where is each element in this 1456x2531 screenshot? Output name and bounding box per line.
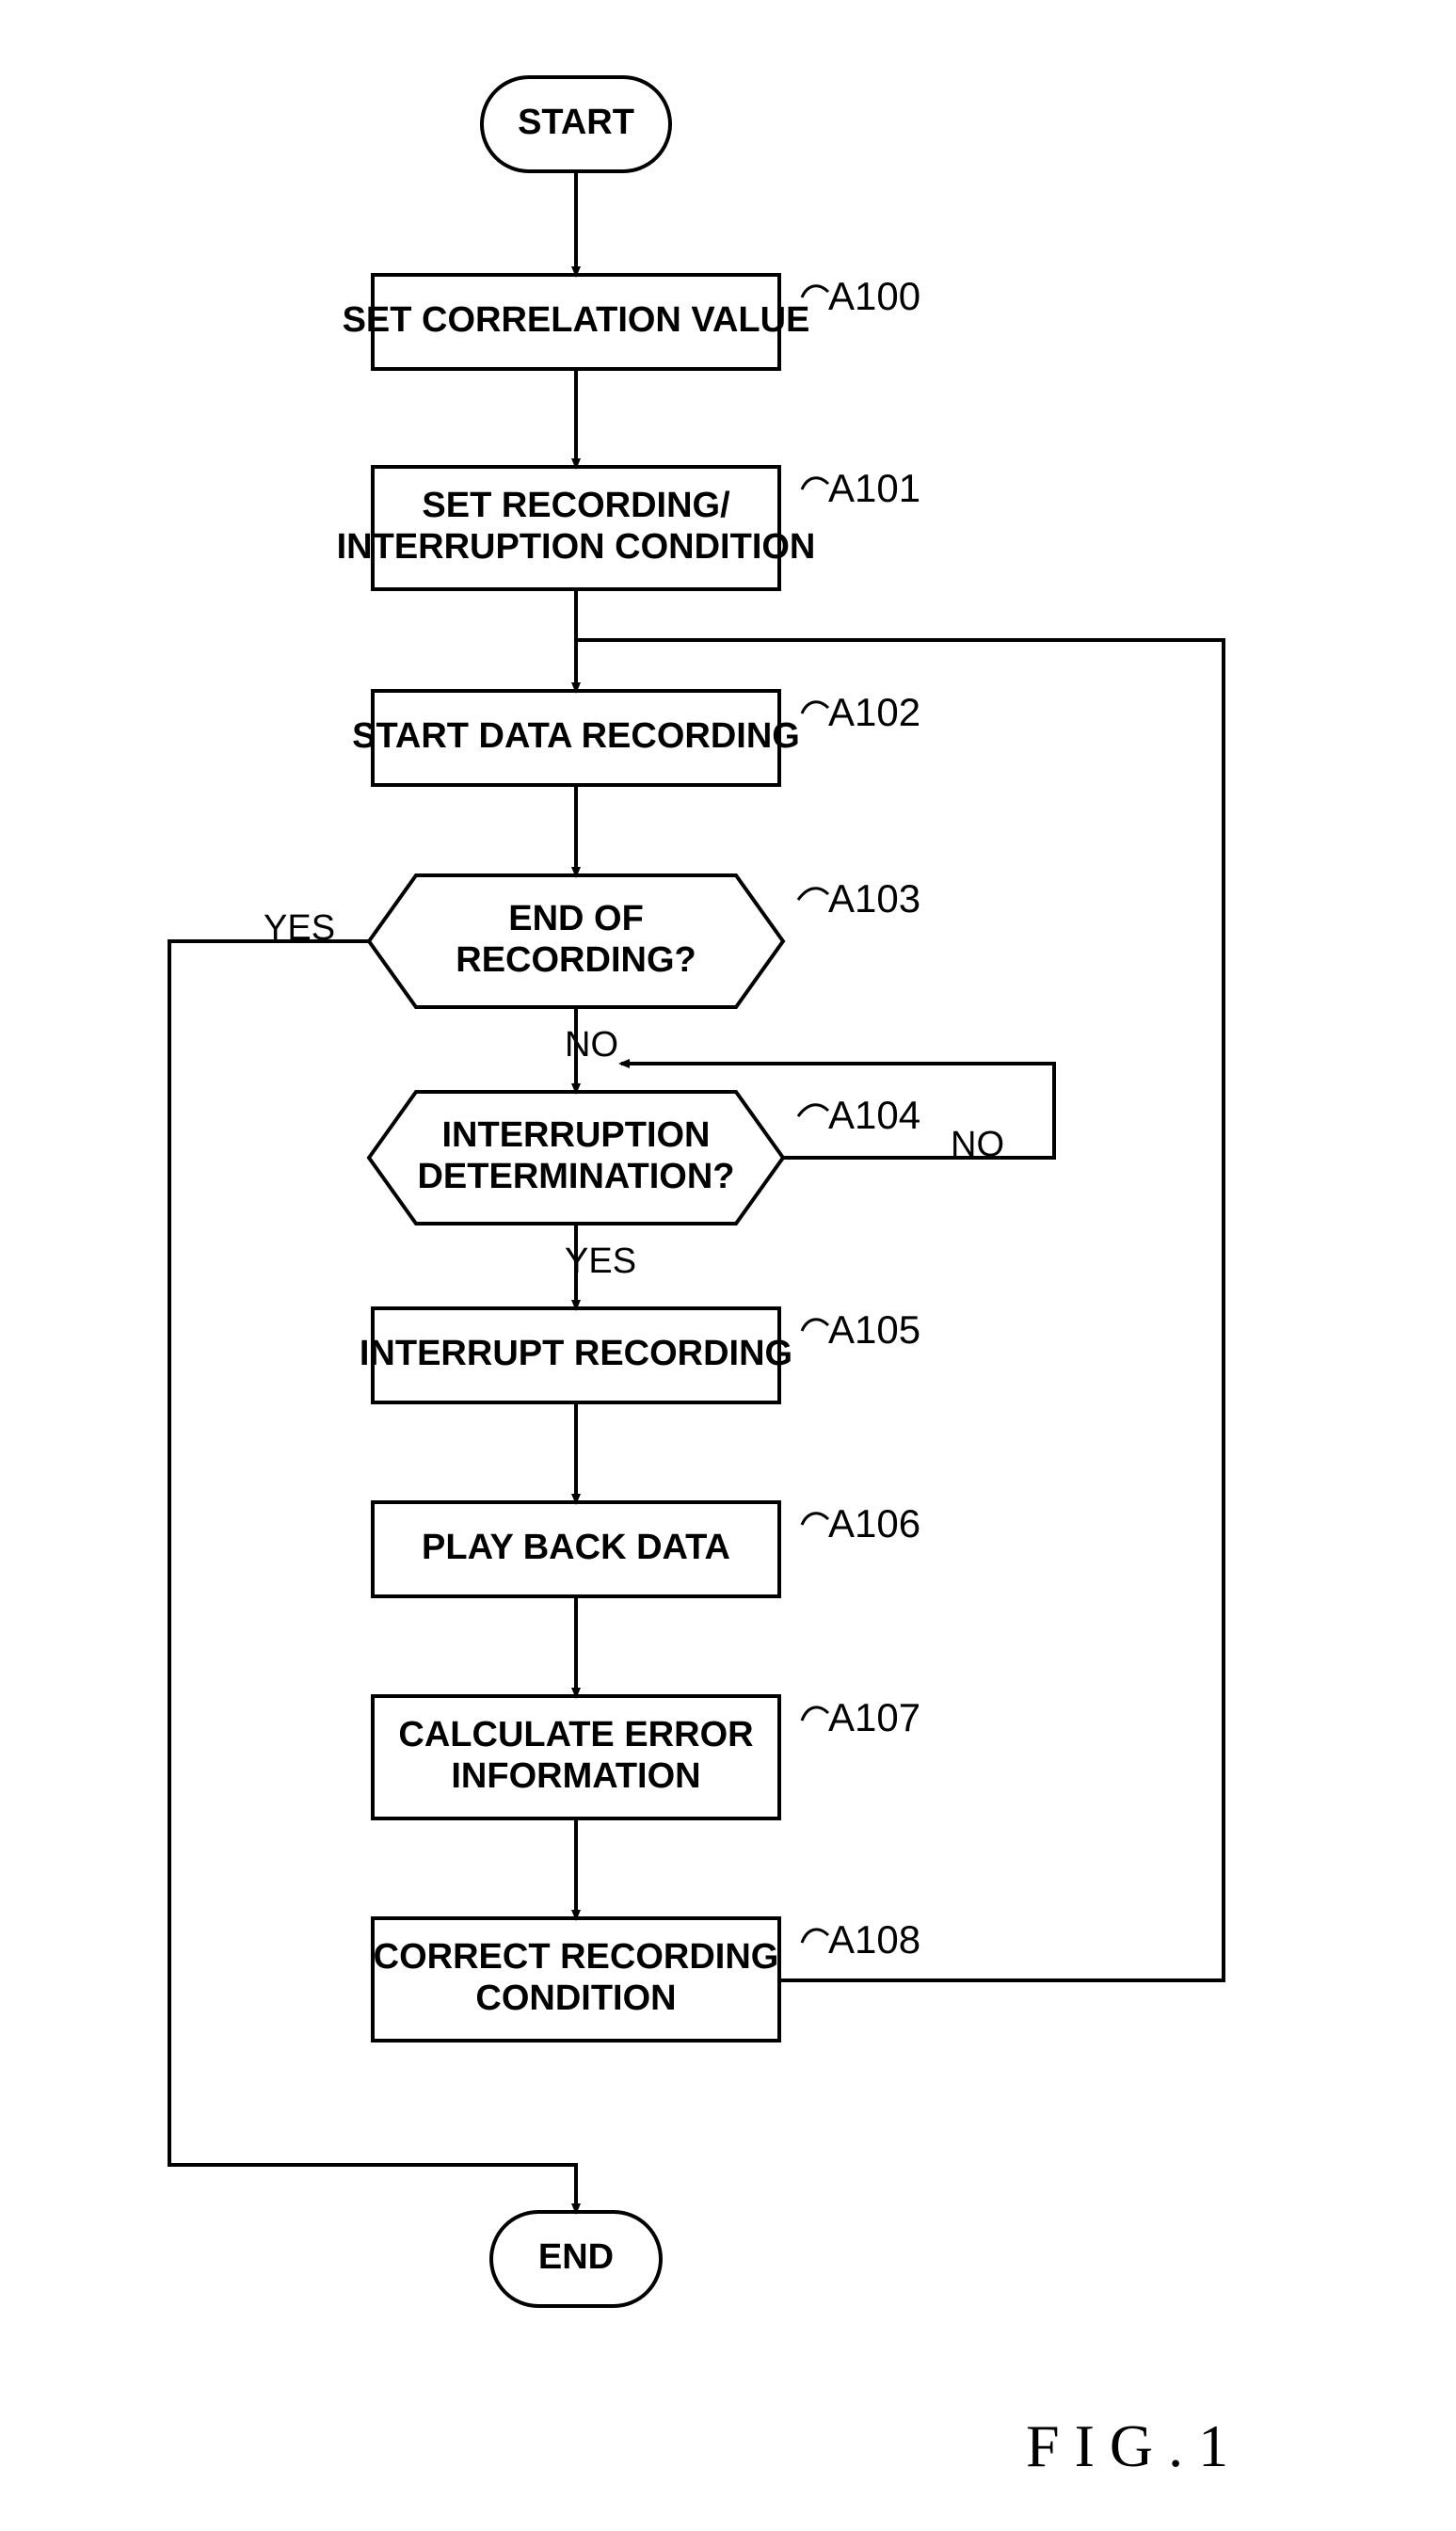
label-connector (802, 1930, 828, 1943)
process-A102-text: START DATA RECORDING (352, 716, 800, 756)
process-A101-text: INTERRUPTION CONDITION (337, 527, 816, 567)
label-A105: A105 (828, 1307, 920, 1352)
label-A103: A103 (828, 876, 920, 921)
label-A108: A108 (828, 1917, 920, 1962)
label-connector (802, 286, 828, 297)
label-A107: A107 (828, 1695, 920, 1739)
label-A104: A104 (828, 1093, 920, 1137)
decision-A103-no: NO (565, 1025, 618, 1065)
end-terminal-label: END (538, 2237, 614, 2277)
decision-A104-text: DETERMINATION? (417, 1157, 734, 1196)
label-connector (802, 702, 828, 713)
start-terminal-label: START (518, 103, 634, 142)
process-A108-text: CONDITION (475, 1978, 676, 2018)
process-A100-text: SET CORRELATION VALUE (343, 300, 810, 340)
label-connector (802, 1320, 828, 1331)
label-connector (798, 889, 828, 900)
process-A108-text: CORRECT RECORDING (374, 1937, 779, 1977)
label-connector (802, 1707, 828, 1721)
process-A106-text: PLAY BACK DATA (422, 1528, 730, 1567)
label-connector (802, 478, 828, 489)
process-A101-text: SET RECORDING/ (422, 486, 730, 525)
label-A106: A106 (828, 1501, 920, 1546)
flowchart-root: START END SET CORRELATION VALUE A100 SET REC… (169, 77, 1224, 2306)
decision-A103-text: END OF (508, 899, 644, 938)
figure-label: F I G . 1 (1026, 2412, 1228, 2479)
decision-A104-text: INTERRUPTION (442, 1115, 711, 1155)
decision-A103-text: RECORDING? (456, 940, 696, 980)
label-connector (802, 1514, 828, 1525)
process-A107-text: CALCULATE ERROR (398, 1715, 753, 1754)
label-A100: A100 (828, 274, 920, 318)
process-A107-text: INFORMATION (451, 1756, 700, 1796)
process-A105-text: INTERRUPT RECORDING (360, 1334, 792, 1373)
label-A102: A102 (828, 690, 920, 734)
label-A101: A101 (828, 466, 920, 510)
label-connector (798, 1105, 828, 1116)
